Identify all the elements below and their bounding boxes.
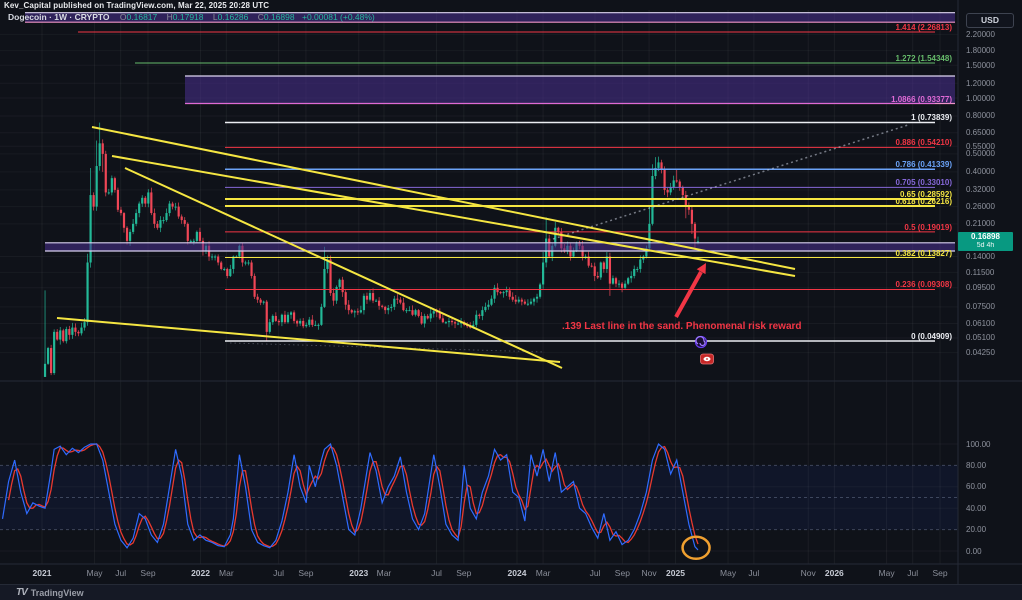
time-axis-label: Nov xyxy=(800,568,816,578)
stochastic-axis-label: 60.00 xyxy=(966,482,987,492)
fib-level-label: 0.236 (0.09308) xyxy=(895,280,953,290)
current-price-value: 0.16898 xyxy=(971,232,1000,241)
fib-level-label: 0.5 (0.19019) xyxy=(904,222,952,232)
price-axis-label: 0.32000 xyxy=(966,185,995,195)
time-axis-label: Jul xyxy=(748,568,760,578)
price-axis-label: 1.50000 xyxy=(966,60,995,70)
attribution-text: Kev_Capital published on TradingView.com… xyxy=(4,1,270,10)
drawing-annotations xyxy=(674,263,714,365)
time-axis-label: May xyxy=(720,568,737,578)
price-axis-label: 2.20000 xyxy=(966,29,995,39)
stochastic-axis-label: 20.00 xyxy=(966,525,987,535)
price-axis-label: 0.65000 xyxy=(966,128,995,138)
fib-level-label: 0 (0.04909) xyxy=(911,332,952,342)
time-axis-label-year: 2025 xyxy=(666,568,685,578)
time-axis-label: Jul xyxy=(273,568,285,578)
swirl-sticker-icon xyxy=(694,335,708,349)
fib-level-label: 0.886 (0.54210) xyxy=(895,138,953,148)
price-axis-label: 0.07500 xyxy=(966,302,995,312)
price-axis-label: 0.40000 xyxy=(966,167,995,177)
high-value: 0.17918 xyxy=(172,12,204,22)
time-axis-label: Mar xyxy=(535,568,551,578)
stochastic-axis-label: 0.00 xyxy=(966,546,982,556)
time-axis-label: Nov xyxy=(641,568,657,578)
fib-level-label: 0.786 (0.41339) xyxy=(895,160,953,170)
main-pane[interactable] xyxy=(25,12,955,377)
price-axis-label: 1.80000 xyxy=(966,46,995,56)
price-axis-label: 1.00000 xyxy=(966,93,995,103)
red-badge-sticker-icon xyxy=(700,353,714,365)
time-axis-label: Sep xyxy=(932,568,948,578)
symbol-legend: Dogecoin · 1W · CRYPTO O0.16817 H0.17918… xyxy=(8,12,380,22)
time-axis-label: Jul xyxy=(431,568,442,578)
open-label: O xyxy=(119,12,127,22)
pane-dividers xyxy=(0,0,1022,585)
price-axis-label: 0.80000 xyxy=(966,111,995,121)
price-axis-label: 0.06100 xyxy=(966,319,995,328)
currency-unit-button[interactable]: USD xyxy=(966,13,1014,28)
stochastic-axis-label: 80.00 xyxy=(966,460,987,470)
fib-level-label: 0.618 (0.26216) xyxy=(895,196,953,206)
low-label: L xyxy=(212,12,218,22)
time-axis-label-year: 2024 xyxy=(507,568,527,578)
change-value: +0.00081 (+0.48%) xyxy=(301,12,375,22)
tradingview-logo-icon: TV xyxy=(16,587,28,598)
price-axis-label: 0.05100 xyxy=(966,333,995,343)
price-axis-label: 0.21000 xyxy=(966,219,995,229)
stochastic-axis-label: 100.00 xyxy=(966,439,991,449)
tradingview-brand-text: TradingView xyxy=(30,587,84,598)
time-axis-label: Mar xyxy=(376,568,392,578)
time-axis-label-year: 2021 xyxy=(32,568,52,578)
time-axis-label: Sep xyxy=(456,568,472,578)
high-label: H xyxy=(166,12,173,22)
time-axis-label: May xyxy=(86,568,103,578)
bar-countdown: 5d 4h xyxy=(976,242,995,249)
stochastic-axis-label: 40.00 xyxy=(966,503,987,513)
price-axis-label: 0.09500 xyxy=(966,283,995,293)
time-axis-label: May xyxy=(878,568,895,578)
fib-level-label: 0.382 (0.13827) xyxy=(895,248,953,258)
time-axis-label: Jul xyxy=(589,568,601,578)
fib-level-label: 1.272 (1.54348) xyxy=(895,54,953,63)
time-axis-label: Sep xyxy=(298,568,314,578)
fib-level-label: 0.65 (0.28592) xyxy=(899,189,952,199)
current-price-badge: 0.16898 5d 4h xyxy=(958,232,1013,251)
symbol-title[interactable]: Dogecoin · 1W · CRYPTO xyxy=(8,12,110,22)
time-axis-label: Mar xyxy=(219,568,234,578)
time-axis-label-year: 2022 xyxy=(191,568,210,578)
close-label: C xyxy=(257,12,264,22)
price-axis-label: 1.20000 xyxy=(966,78,995,88)
stochastic-pane[interactable] xyxy=(0,442,958,561)
fib-level-label: 1.414 (2.26813) xyxy=(895,22,953,32)
time-axis-label-year: 2023 xyxy=(349,568,369,578)
close-value: 0.16898 xyxy=(263,12,295,22)
time-axis-label: Jul xyxy=(115,568,127,578)
open-value: 0.16817 xyxy=(126,12,158,22)
price-axis-label: 0.11500 xyxy=(966,267,995,277)
fib-level-label: 1.0866 (0.93377) xyxy=(891,94,952,104)
price-axis-label: 0.26000 xyxy=(966,202,995,212)
time-axis-label: Sep xyxy=(140,568,156,578)
low-value: 0.16286 xyxy=(217,12,249,22)
time-axis-label-year: 2026 xyxy=(824,568,844,578)
fib-level-label: 1 (0.73839) xyxy=(911,113,952,123)
footer-bar: TV TradingView xyxy=(0,585,1022,600)
tradingview-logo[interactable]: TV TradingView xyxy=(16,587,84,598)
price-axis-label: 0.04250 xyxy=(966,348,995,358)
fib-level-label: 0.705 (0.33010) xyxy=(895,178,953,188)
price-axis-label: 0.14000 xyxy=(966,252,995,262)
time-axis-label: Sep xyxy=(614,568,630,578)
price-axis-label: 0.55000 xyxy=(966,141,995,151)
price-axis-label: 0.50000 xyxy=(966,149,995,159)
time-axis-label: Jul xyxy=(907,568,919,578)
chart-annotation-text: .139 Last line in the sand. Phenomenal r… xyxy=(562,321,802,332)
